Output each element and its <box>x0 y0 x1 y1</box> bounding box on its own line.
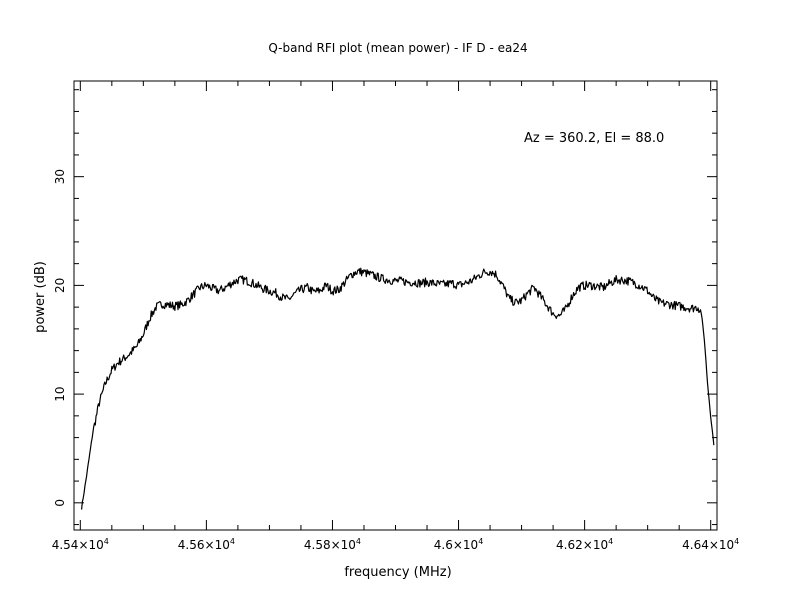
y-tick-label: 20 <box>53 278 67 293</box>
y-tick-label: 10 <box>53 386 67 401</box>
chart-title: Q-band RFI plot (mean power) - IF D - ea… <box>268 41 527 55</box>
x-tick-label: 4.64×104 <box>682 537 739 552</box>
axis-ticks <box>74 81 717 530</box>
y-axis-label: power (dB) <box>33 261 48 333</box>
az-el-annotation: Az = 360.2, El = 88.0 <box>524 131 664 146</box>
x-axis-label: frequency (MHz) <box>344 565 451 580</box>
x-tick-labels: 4.54×104 4.56×104 4.58×104 4.6×104 4.62×104 4… <box>52 537 740 552</box>
y-tick-label: 0 <box>53 499 67 507</box>
power-series-line <box>80 267 715 510</box>
x-tick-label: 4.62×104 <box>556 537 613 552</box>
y-tick-label: 30 <box>53 169 67 184</box>
x-tick-label: 4.56×104 <box>178 537 235 552</box>
x-tick-label: 4.54×104 <box>52 537 109 552</box>
x-tick-label: 4.58×104 <box>304 537 361 552</box>
x-tick-label: 4.6×104 <box>434 537 484 552</box>
y-tick-labels: 0 10 20 30 <box>53 169 67 507</box>
